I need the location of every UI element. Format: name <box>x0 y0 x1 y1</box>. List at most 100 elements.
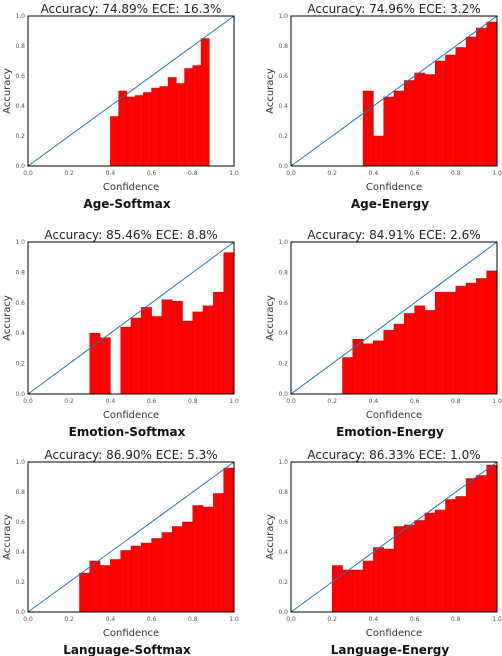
x-tick-label: 0.6 <box>410 616 420 623</box>
y-tick-label: 1.0 <box>278 459 288 466</box>
plot-frame <box>290 241 498 395</box>
x-tick-label: 0.4 <box>106 398 116 405</box>
x-tick-label: 0.8 <box>451 170 461 177</box>
y-tick-label: 0.6 <box>15 519 25 526</box>
bar-4 <box>134 95 144 166</box>
panel-title: Accuracy: 74.96% ECE: 3.2% <box>307 2 480 16</box>
bar-13 <box>223 252 234 394</box>
y-tick-label: 0.2 <box>278 579 288 586</box>
x-axis-label: Confidence <box>366 628 422 639</box>
x-tick-label: 0.8 <box>188 170 198 177</box>
bar-6 <box>393 323 405 394</box>
calibration-panel-4: 0.0 0.2 0.4 0.6 0.8 1.0 0.0 0.2 0.4 0.6 0.8 1.0 Accu… <box>265 228 502 439</box>
x-tick-label: 0.0 <box>286 398 296 405</box>
bar-7 <box>141 542 152 612</box>
x-tick-label: 0.2 <box>327 398 337 405</box>
bar-4 <box>393 90 405 166</box>
x-tick-label: 0.8 <box>451 616 461 623</box>
panel-subtitle: Emotion-Energy <box>336 425 444 439</box>
bar-11 <box>445 291 457 394</box>
bar-11 <box>434 509 446 612</box>
bar-8 <box>414 305 426 394</box>
y-axis-label: Accuracy <box>265 68 276 114</box>
bar-2 <box>118 90 128 166</box>
bar-15 <box>486 270 497 394</box>
x-tick-label: 0.2 <box>327 170 337 177</box>
x-tick-label: 0.2 <box>327 616 337 623</box>
bar-8 <box>151 538 163 612</box>
bar-14 <box>465 478 477 612</box>
x-axis-label: Confidence <box>366 182 422 193</box>
bar-9 <box>161 532 173 612</box>
bar-8 <box>171 301 183 394</box>
bar-13 <box>465 282 477 394</box>
bar-9 <box>182 320 194 394</box>
bar-3 <box>352 569 364 612</box>
y-tick-label: 1.0 <box>15 239 25 246</box>
x-tick-label: 1.0 <box>229 170 239 177</box>
calibration-panel-6: 0.0 0.2 0.4 0.6 0.8 1.0 0.0 0.2 0.4 0.6 0.8 1.0 Accu… <box>265 448 502 656</box>
y-axis-label: Accuracy <box>265 514 276 560</box>
y-tick-label: 0.0 <box>278 163 288 170</box>
x-tick-label: 0.4 <box>106 616 116 623</box>
x-tick-label: 0.0 <box>23 398 33 405</box>
x-tick-label: 1.0 <box>492 616 502 623</box>
bar-10 <box>171 526 183 612</box>
x-tick-label: 0.4 <box>369 398 379 405</box>
y-tick-label: 1.0 <box>278 13 288 20</box>
y-tick-label: 0.4 <box>278 103 288 110</box>
panel-title: Accuracy: 74.89% ECE: 16.3% <box>41 2 222 16</box>
y-tick-label: 1.0 <box>278 239 288 246</box>
bar-7 <box>424 74 436 166</box>
x-tick-label: 0.0 <box>286 616 296 623</box>
y-tick-label: 0.0 <box>15 609 25 616</box>
y-tick-label: 0.2 <box>15 361 25 368</box>
y-tick-label: 0.4 <box>278 549 288 556</box>
bars-group <box>79 467 234 612</box>
y-tick-label: 0.6 <box>15 73 25 80</box>
plot-frame <box>290 461 498 613</box>
bar-6 <box>414 72 426 166</box>
x-tick-label: 0.0 <box>286 170 296 177</box>
bar-12 <box>192 505 204 612</box>
y-tick-label: 0.6 <box>15 300 25 307</box>
bar-11 <box>202 305 214 394</box>
x-tick-label: 0.4 <box>106 170 116 177</box>
x-tick-label: 0.4 <box>369 170 379 177</box>
bar-6 <box>151 87 161 166</box>
y-tick-label: 0.6 <box>278 519 288 526</box>
bar-15 <box>476 475 487 612</box>
bar-8 <box>404 524 415 612</box>
y-axis-label: Accuracy <box>2 68 13 114</box>
bar-5 <box>404 80 415 166</box>
bar-4 <box>130 317 142 394</box>
y-tick-label: 0.4 <box>15 330 25 337</box>
y-tick-label: 0.6 <box>278 300 288 307</box>
bars-group <box>331 464 497 612</box>
bar-1 <box>331 565 343 612</box>
panel-subtitle: Language-Energy <box>331 643 450 656</box>
y-tick-label: 0.4 <box>15 549 25 556</box>
bar-8 <box>167 77 177 166</box>
bar-7 <box>404 313 415 394</box>
y-tick-label: 0.0 <box>15 391 25 398</box>
bar-6 <box>151 316 163 394</box>
y-tick-label: 1.0 <box>15 13 25 20</box>
perfect-calibration-line <box>290 241 498 395</box>
y-axis-label: Accuracy <box>265 295 276 341</box>
y-axis-label: Accuracy <box>2 514 13 560</box>
bar-12 <box>445 499 457 612</box>
bar-6 <box>383 548 395 612</box>
calibration-panel-1: 0.0 0.2 0.4 0.6 0.8 1.0 0.0 0.2 0.4 0.6 0.8 1.0 Accu… <box>2 2 239 211</box>
bar-12 <box>455 285 467 394</box>
y-tick-label: 0.0 <box>15 163 25 170</box>
panel-subtitle: Age-Energy <box>351 197 429 211</box>
x-tick-label: 0.2 <box>64 398 74 405</box>
calibration-panel-3: 0.0 0.2 0.4 0.6 0.8 1.0 0.0 0.2 0.4 0.6 0.8 1.0 Accu… <box>2 228 239 439</box>
x-tick-label: 0.6 <box>147 616 157 623</box>
bar-10 <box>192 311 204 394</box>
bar-12 <box>200 38 210 166</box>
bar-6 <box>130 545 142 612</box>
